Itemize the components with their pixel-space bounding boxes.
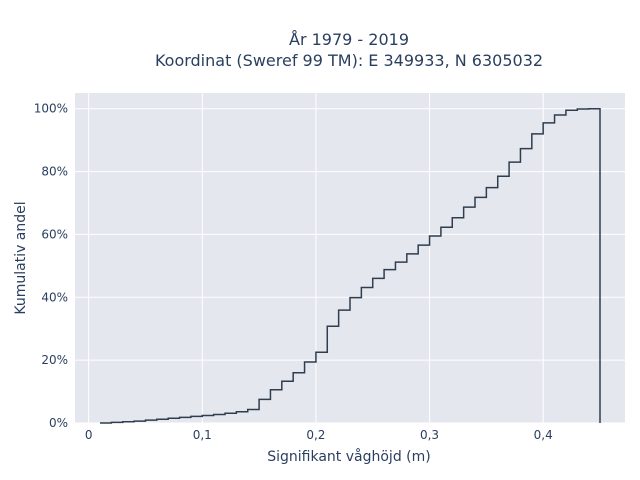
y-tick-label: 0% — [49, 416, 68, 430]
y-axis-label: Kumulativ andel — [13, 201, 29, 314]
series-step-line — [100, 107, 601, 424]
x-tick-label: 0,3 — [420, 428, 439, 442]
y-tick-label: 100% — [34, 102, 68, 116]
y-axis-ticks: 0% 20% 40% 60% 80% 100% — [34, 102, 68, 430]
x-tick-label: 0,2 — [306, 428, 325, 442]
x-tick-label: 0,4 — [534, 428, 553, 442]
grid-lines — [75, 93, 625, 424]
chart-title-line1: År 1979 - 2019 — [289, 30, 409, 49]
plot-area — [75, 93, 625, 423]
chart-title-line2: Koordinat (Sweref 99 TM): E 349933, N 63… — [155, 51, 543, 70]
y-tick-label: 60% — [41, 227, 68, 241]
x-axis-label: Signifikant våghöjd (m) — [267, 448, 430, 465]
x-axis-ticks: 0 0,1 0,2 0,3 0,4 — [85, 428, 553, 442]
y-tick-label: 20% — [41, 353, 68, 367]
y-tick-label: 40% — [41, 290, 68, 304]
y-tick-label: 80% — [41, 165, 68, 179]
x-tick-label: 0,1 — [193, 428, 212, 442]
x-tick-label: 0 — [85, 428, 93, 442]
